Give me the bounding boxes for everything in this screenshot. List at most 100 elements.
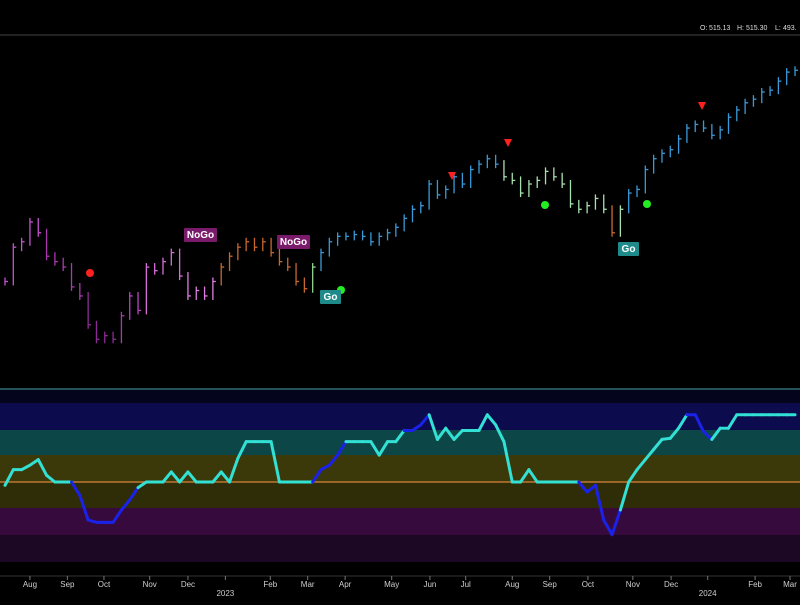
oscillator-segment bbox=[677, 413, 689, 430]
oscillator-segment bbox=[394, 428, 406, 444]
price-bars bbox=[4, 66, 799, 344]
x-tick-label: May bbox=[384, 580, 399, 589]
nogo-dot bbox=[86, 269, 94, 277]
oscillator-segment bbox=[593, 483, 606, 522]
year-label: 2024 bbox=[699, 589, 717, 598]
go-box bbox=[320, 290, 341, 304]
oscillator-segment bbox=[327, 453, 340, 467]
open-label: O: bbox=[700, 25, 707, 32]
high-value: 515.30 bbox=[746, 25, 768, 32]
oscillator-segment bbox=[36, 458, 49, 477]
oscillator-segment bbox=[178, 470, 190, 484]
x-tick-label: Jul bbox=[461, 580, 471, 589]
x-tick-label: Nov bbox=[143, 580, 157, 589]
oscillator-segment bbox=[635, 458, 647, 472]
oscillator-segment bbox=[20, 463, 32, 472]
oscillator bbox=[3, 413, 797, 537]
band bbox=[0, 508, 800, 535]
oscillator-segment bbox=[219, 470, 232, 484]
go-dot bbox=[541, 201, 549, 209]
go-label: Go bbox=[324, 292, 338, 303]
oscillator-segment bbox=[527, 468, 539, 484]
sell-arrow bbox=[698, 102, 706, 110]
x-tick-label: Mar bbox=[301, 580, 315, 589]
oscillator-segment bbox=[693, 413, 706, 434]
oscillator-segment bbox=[128, 486, 140, 502]
band bbox=[0, 403, 800, 430]
nogo-box bbox=[184, 228, 217, 242]
oscillator-segment bbox=[494, 423, 506, 444]
nogo-label: NoGo bbox=[280, 237, 307, 248]
oscillator-segment bbox=[652, 437, 664, 452]
oscillator-segment bbox=[427, 413, 439, 441]
x-tick-label: Feb bbox=[263, 580, 277, 589]
oscillator-segment bbox=[502, 440, 514, 484]
go-box bbox=[618, 242, 639, 256]
oscillator-segment bbox=[485, 413, 498, 427]
nogo-label: NoGo bbox=[187, 230, 214, 241]
oscillator-segment bbox=[136, 480, 148, 490]
oscillator-segment bbox=[161, 470, 173, 484]
low-label: L: bbox=[775, 25, 781, 32]
oscillator-segment bbox=[710, 426, 722, 441]
x-tick-label: Feb bbox=[748, 580, 762, 589]
oscillator-segment bbox=[585, 483, 597, 494]
band bbox=[0, 482, 800, 508]
x-tick-label: Nov bbox=[626, 580, 640, 589]
oscillator-segment bbox=[477, 413, 489, 432]
oscillator-segment bbox=[3, 468, 15, 487]
low-value: 493. bbox=[783, 25, 797, 32]
oscillator-segment bbox=[377, 440, 390, 457]
band bbox=[0, 390, 800, 403]
x-tick-label: Aug bbox=[505, 580, 519, 589]
oscillator-segment bbox=[610, 508, 622, 537]
oscillator-segment bbox=[311, 468, 323, 484]
sell-arrow bbox=[504, 139, 512, 147]
nogo-box bbox=[277, 235, 310, 249]
oscillator-segment bbox=[211, 470, 223, 484]
oscillator-segment bbox=[702, 430, 714, 441]
high-label: H: bbox=[737, 25, 744, 32]
oscillator-segment bbox=[228, 456, 240, 484]
x-tick-label: Mar bbox=[783, 580, 797, 589]
oscillator-segment bbox=[410, 423, 423, 432]
go-dot bbox=[643, 200, 651, 208]
x-tick-label: Oct bbox=[582, 580, 595, 589]
oscillator-segment bbox=[577, 480, 589, 494]
x-tick-label: Dec bbox=[664, 580, 678, 589]
oscillator-bands bbox=[0, 390, 800, 562]
open-value: 515.13 bbox=[709, 25, 731, 32]
oscillator-segment bbox=[236, 440, 248, 460]
oscillator-segment bbox=[119, 498, 132, 512]
x-tick-label: Sep bbox=[60, 580, 75, 589]
oscillator-segment bbox=[419, 413, 431, 427]
sell-arrow bbox=[448, 172, 456, 180]
oscillator-segment bbox=[369, 440, 381, 457]
oscillator-segment bbox=[519, 468, 531, 484]
signal-labels: NoGo NoGo Go Go bbox=[184, 228, 639, 304]
oscillator-segment bbox=[602, 518, 614, 537]
oscillator-segment bbox=[618, 480, 631, 512]
oscillator-segment bbox=[319, 463, 331, 472]
year-label: 2023 bbox=[216, 589, 234, 598]
x-tick-label: Apr bbox=[339, 580, 352, 589]
oscillator-segment bbox=[668, 426, 681, 440]
oscillator-segment bbox=[186, 470, 198, 484]
oscillator-segment bbox=[169, 470, 182, 484]
oscillator-segment bbox=[627, 468, 639, 484]
signal-markers bbox=[86, 102, 706, 294]
oscillator-segment bbox=[643, 448, 656, 462]
oscillator-segment bbox=[28, 458, 40, 467]
x-tick-label: Oct bbox=[98, 580, 111, 589]
oscillator-segment bbox=[111, 508, 123, 524]
band bbox=[0, 455, 800, 482]
x-tick-label: Jun bbox=[423, 580, 436, 589]
oscillator-segment bbox=[726, 413, 739, 430]
ohlc-readout: O: 515.13 H: 515.30 L: 493. bbox=[700, 25, 797, 32]
go-label: Go bbox=[622, 244, 636, 255]
oscillator-segment bbox=[435, 426, 448, 441]
x-tick-label: Sep bbox=[543, 580, 558, 589]
oscillator-segment bbox=[269, 440, 281, 484]
oscillator-segment bbox=[336, 440, 348, 457]
